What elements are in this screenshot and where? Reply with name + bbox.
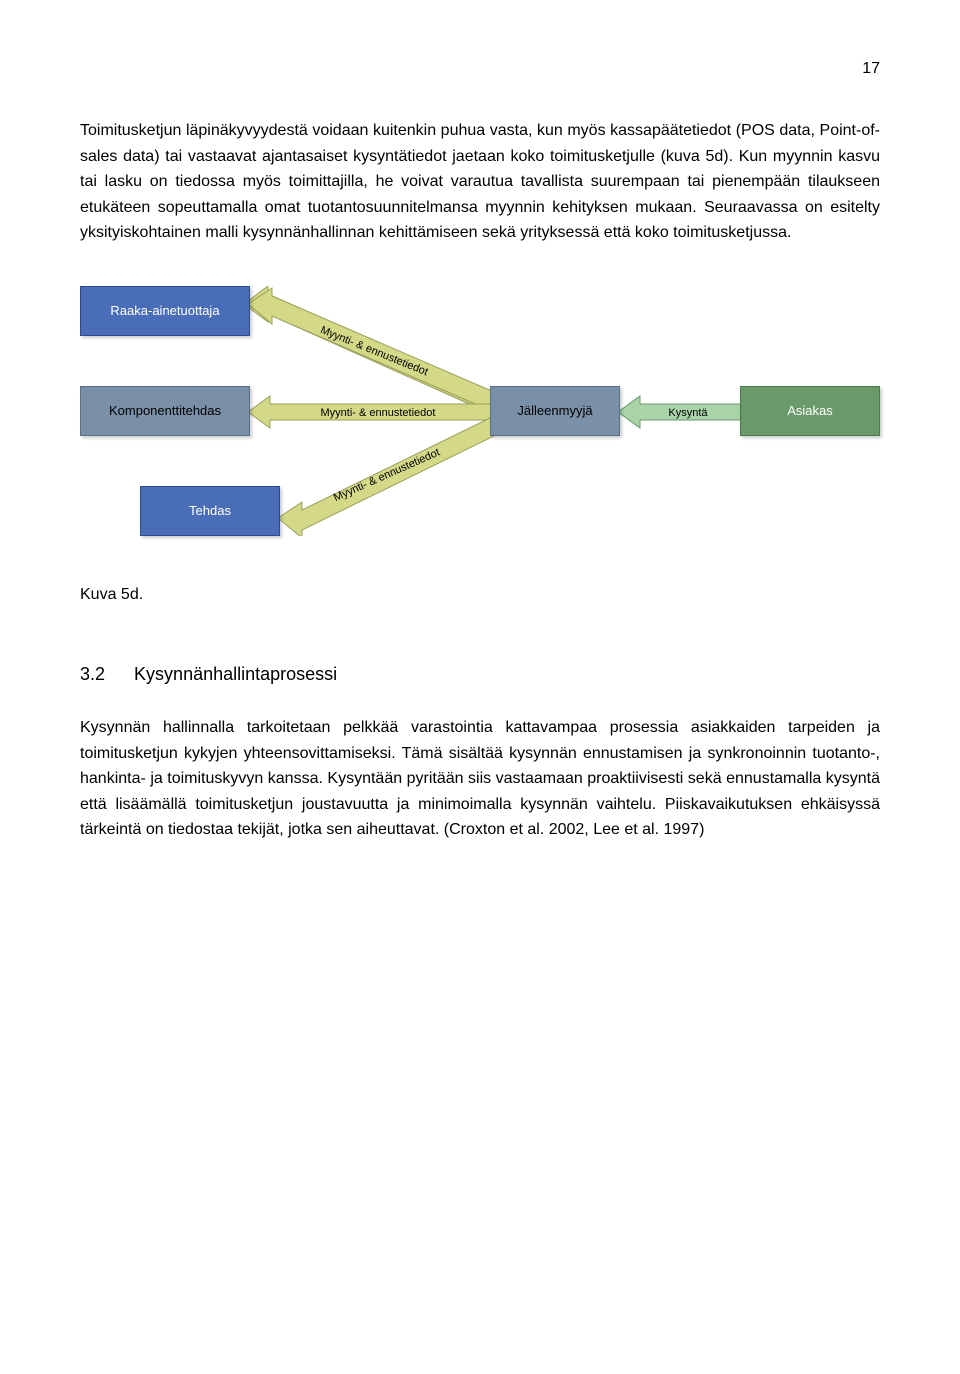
node-asiakas: Asiakas: [740, 386, 880, 436]
supply-chain-diagram: Myynti- & ennustetiedot Myynti- & ennust…: [80, 276, 880, 556]
paragraph-intro: Toimitusketjun läpinäkyvyydestä voidaan …: [80, 118, 880, 246]
arrow-to-tehdas: Myynti- & ennustetiedot: [278, 416, 498, 536]
svg-text:Myynti- & ennustetiedot: Myynti- & ennustetiedot: [332, 446, 442, 504]
svg-text:Kysyntä: Kysyntä: [668, 407, 708, 419]
node-tehdas: Tehdas: [140, 486, 280, 536]
node-label: Komponenttitehdas: [109, 403, 221, 418]
node-raaka: Raaka-ainetuottaja: [80, 286, 250, 336]
figure-caption: Kuva 5d.: [80, 586, 880, 604]
node-label: Raaka-ainetuottaja: [110, 303, 219, 318]
node-komp: Komponenttitehdas: [80, 386, 250, 436]
page-number: 17: [80, 60, 880, 78]
section-heading: 3.2 Kysynnänhallintaprosessi: [80, 664, 880, 685]
svg-text:Myynti- & ennustetiedot: Myynti- & ennustetiedot: [319, 324, 430, 378]
section-title: Kysynnänhallintaprosessi: [134, 664, 337, 684]
paragraph-body: Kysynnän hallinnalla tarkoitetaan pelkkä…: [80, 715, 880, 843]
node-jalleen: Jälleenmyyjä: [490, 386, 620, 436]
node-label: Asiakas: [787, 403, 833, 418]
section-number: 3.2: [80, 664, 105, 685]
node-label: Jälleenmyyjä: [517, 403, 592, 418]
arrow-kysynta: Kysyntä: [618, 394, 742, 430]
node-label: Tehdas: [189, 503, 231, 518]
